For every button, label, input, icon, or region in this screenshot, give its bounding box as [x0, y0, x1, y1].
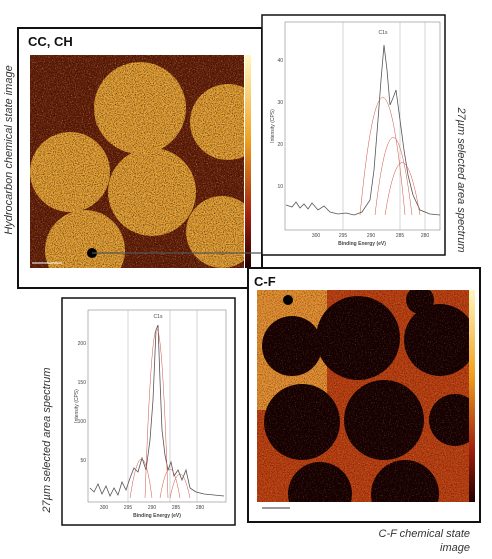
- spectrum-curve: [89, 324, 225, 497]
- y-tick-label: 150: [78, 380, 87, 386]
- x-tick-label: 290: [367, 233, 376, 239]
- y-tick-label: 30: [277, 100, 283, 106]
- y-tick-label: 200: [78, 341, 87, 347]
- x-tick-label: 290: [148, 505, 157, 511]
- y-tick-label: 50: [80, 458, 86, 464]
- plot-area: [284, 21, 441, 231]
- y-axis-label: Intensity (CPS): [270, 109, 276, 143]
- image-label: C-F: [254, 274, 276, 289]
- image-caption: image: [440, 542, 470, 554]
- color-bar: [469, 290, 475, 502]
- y-ticks: 40 30 20 10: [277, 58, 283, 190]
- x-axis-label: Binding Energy (eV): [338, 241, 386, 247]
- grid: [127, 310, 198, 502]
- y-tick-label: 40: [277, 58, 283, 64]
- x-tick-label: 280: [421, 233, 430, 239]
- image-caption: Hydrocarbon chemical state image: [3, 65, 15, 234]
- x-tick-label: 280: [196, 505, 205, 511]
- spectrum-title: C1s: [379, 30, 388, 36]
- x-ticks: 300 295 290 285 280: [100, 505, 205, 511]
- spectrum-frame: [261, 14, 446, 256]
- spectrum-curve: [285, 44, 441, 216]
- x-tick-label: 285: [172, 505, 181, 511]
- spectrum-caption: 27µm selected area spectrum: [41, 367, 53, 513]
- x-axis-label: Binding Energy (eV): [133, 513, 181, 519]
- y-ticks: 200 150 100 50: [78, 341, 87, 464]
- image-label: CC, CH: [28, 34, 73, 49]
- y-tick-label: 20: [277, 142, 283, 148]
- x-tick-label: 300: [312, 233, 321, 239]
- spectrum-title: C1s: [154, 314, 163, 320]
- spectrum-caption: 27µm selected area spectrum: [455, 106, 467, 252]
- x-tick-label: 295: [339, 233, 348, 239]
- x-tick-label: 285: [396, 233, 405, 239]
- y-axis-label: Intensity (CPS): [74, 389, 80, 423]
- x-tick-label: 300: [100, 505, 109, 511]
- x-tick-label: 295: [124, 505, 133, 511]
- chemical-image: [30, 55, 244, 268]
- image-caption: C-F chemical state: [379, 528, 471, 540]
- grid: [342, 22, 426, 230]
- chemical-image: [257, 290, 469, 502]
- selection-point: [283, 295, 293, 305]
- x-ticks: 300 295 290 285 280: [312, 233, 430, 239]
- plot-area: [87, 309, 227, 503]
- y-tick-label: 100: [78, 419, 87, 425]
- y-tick-label: 10: [277, 184, 283, 190]
- color-bar: [245, 55, 251, 268]
